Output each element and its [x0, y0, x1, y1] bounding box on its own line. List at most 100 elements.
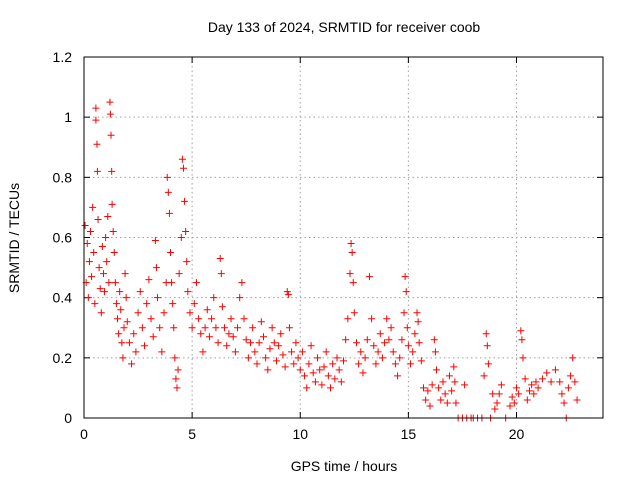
plot-frame: [83, 56, 604, 419]
data-point: [344, 315, 352, 323]
data-point: [560, 399, 568, 407]
data-point: [203, 306, 211, 314]
data-point: [81, 221, 89, 229]
data-point: [272, 357, 280, 365]
data-point: [543, 369, 551, 377]
data-point: [515, 390, 523, 398]
data-point: [301, 372, 309, 380]
data-point: [114, 315, 122, 323]
data-point: [441, 390, 449, 398]
data-point: [510, 399, 518, 407]
data-point: [88, 273, 96, 281]
data-point: [489, 390, 497, 398]
data-point: [309, 369, 317, 377]
data-point: [234, 324, 242, 332]
data-point: [372, 360, 380, 368]
data-point: [138, 324, 146, 332]
data-point: [268, 324, 276, 332]
data-point: [92, 104, 100, 112]
data-point: [483, 342, 491, 350]
data-point: [528, 381, 536, 389]
data-point: [96, 285, 104, 293]
data-point: [134, 309, 142, 317]
chart-title: Day 133 of 2024, SRMTID for receiver coo…: [208, 19, 481, 35]
data-point: [101, 288, 109, 296]
data-point: [106, 110, 114, 118]
data-point: [368, 315, 376, 323]
data-point: [316, 366, 324, 374]
data-point: [401, 273, 409, 281]
data-point: [251, 348, 259, 356]
data-point: [253, 360, 261, 368]
data-point: [242, 336, 250, 344]
data-point: [225, 330, 233, 338]
data-point: [122, 294, 130, 302]
data-point: [223, 342, 231, 350]
data-point: [107, 131, 115, 139]
data-point: [85, 258, 93, 266]
data-point: [402, 288, 410, 296]
data-point: [331, 375, 339, 383]
data-point: [391, 360, 399, 368]
x-tick-label: 15: [401, 426, 417, 442]
data-point: [411, 330, 419, 338]
data-point: [417, 357, 425, 365]
data-point: [93, 167, 101, 175]
data-point: [89, 203, 97, 211]
data-point: [404, 342, 412, 350]
data-point: [551, 366, 559, 374]
data-point: [149, 333, 157, 341]
data-point: [86, 227, 94, 235]
data-point: [519, 354, 527, 362]
data-point: [374, 348, 382, 356]
data-point: [111, 279, 119, 287]
data-point: [266, 345, 274, 353]
data-point: [359, 369, 367, 377]
data-point: [508, 393, 516, 401]
data-point: [116, 288, 124, 296]
data-point: [333, 354, 341, 362]
data-point: [143, 300, 151, 308]
data-point: [182, 227, 190, 235]
data-point: [432, 366, 440, 374]
data-point: [192, 279, 200, 287]
data-point: [482, 330, 490, 338]
data-point: [108, 167, 116, 175]
data-point: [448, 387, 456, 395]
data-point: [236, 294, 244, 302]
data-point: [151, 237, 159, 245]
x-tick-label: 10: [292, 426, 308, 442]
data-point: [141, 342, 149, 350]
y-tick-label: 0.2: [53, 350, 73, 366]
data-point: [170, 324, 178, 332]
data-point: [398, 336, 406, 344]
data-point: [324, 372, 332, 380]
data-point: [452, 399, 460, 407]
data-point: [547, 378, 555, 386]
data-point: [292, 339, 300, 347]
data-point: [181, 197, 189, 205]
tick-labels: 0 5 10 15 20 0 0.2 0.4 0.6 0.8 1 1.2: [53, 49, 525, 442]
data-point: [381, 339, 389, 347]
data-point: [285, 324, 293, 332]
data-point: [518, 336, 526, 344]
data-point: [102, 234, 110, 241]
data-point: [352, 339, 360, 347]
data-point: [104, 212, 112, 220]
data-point: [290, 360, 298, 368]
data-point: [105, 279, 113, 287]
data-point: [279, 351, 287, 359]
data-point: [103, 258, 111, 266]
data-point: [414, 318, 422, 326]
data-point: [571, 378, 579, 386]
data-point: [184, 288, 192, 296]
data-point: [538, 375, 546, 383]
data-point: [294, 354, 302, 362]
data-point: [112, 300, 120, 308]
data-point: [387, 324, 395, 332]
data-point: [573, 396, 581, 404]
x-tick-label: 20: [509, 426, 525, 442]
data-point: [84, 294, 92, 302]
data-point: [165, 209, 173, 217]
data-point: [530, 390, 538, 398]
